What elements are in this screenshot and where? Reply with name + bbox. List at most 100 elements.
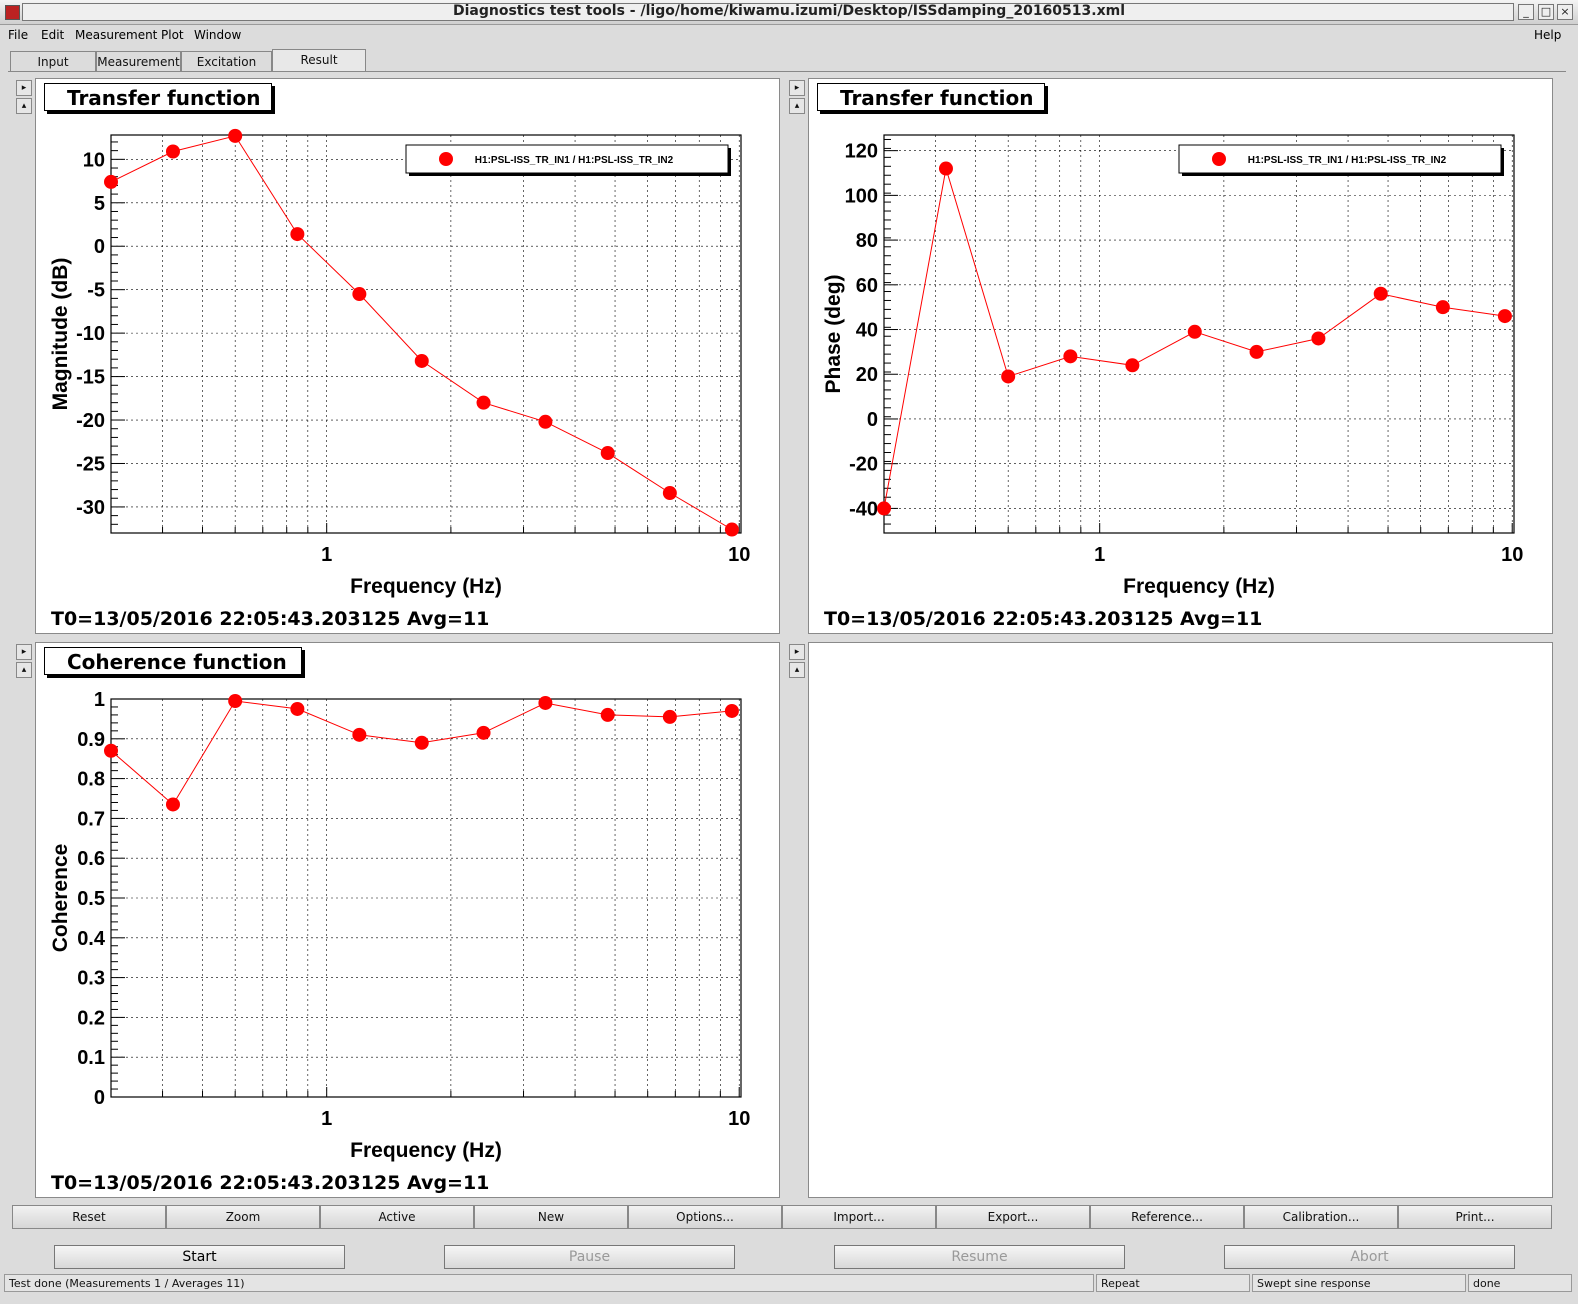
print-button[interactable]: Print...	[1398, 1205, 1552, 1229]
menu-file[interactable]: File	[8, 28, 29, 42]
data-point	[228, 693, 243, 708]
panel-1-up-icon[interactable]: ▴	[16, 98, 32, 114]
y-tick-label: 0	[94, 1087, 105, 1109]
tab-measurement[interactable]: Measurement	[96, 51, 181, 72]
calibration-button[interactable]: Calibration...	[1244, 1205, 1398, 1229]
app-icon[interactable]	[5, 5, 20, 20]
data-point	[877, 501, 891, 516]
panel-3-up-icon[interactable]: ▴	[16, 662, 32, 678]
data-point	[1497, 309, 1512, 324]
menu-measurement[interactable]: Measurement	[75, 28, 158, 42]
pause-button[interactable]: Pause	[444, 1245, 735, 1269]
y-tick-label: 5	[94, 193, 105, 215]
y-tick-label: 0.8	[77, 769, 105, 791]
options-button[interactable]: Options...	[628, 1205, 782, 1229]
legend-label: H1:PSL-ISS_TR_IN1 / H1:PSL-ISS_TR_IN2	[475, 155, 674, 166]
zoom-button[interactable]: Zoom	[166, 1205, 320, 1229]
data-point	[352, 727, 367, 742]
panel-2-up-icon[interactable]: ▴	[789, 98, 805, 114]
y-tick-label: -20	[76, 410, 105, 432]
abort-button[interactable]: Abort	[1224, 1245, 1515, 1269]
status-mode: Repeat	[1096, 1274, 1250, 1292]
magnitude-chart[interactable]: 10 5 0 -5 -10 -15 -20 -25 -30 1 10 Frequency (Hz) Ma…	[36, 79, 779, 633]
plot-panel-coherence[interactable]: Coherence function 1 0.9 0.8 0.7 0.6 0.5 0.4 0.…	[35, 642, 780, 1198]
data-point	[1125, 358, 1140, 373]
timestamp-info: T0=13/05/2016 22:05:43.203125 Avg=11	[51, 1172, 490, 1194]
reset-button[interactable]: Reset	[12, 1205, 166, 1229]
data-point	[414, 353, 429, 368]
panel-3-next-icon[interactable]: ▸	[16, 644, 32, 660]
x-axis-label: Frequency (Hz)	[350, 1139, 502, 1162]
data-point	[290, 701, 305, 716]
legend-marker	[439, 152, 453, 166]
data-point	[352, 287, 367, 302]
plot-frame	[110, 134, 742, 534]
menu-help[interactable]: Help	[1534, 28, 1562, 42]
data-point	[662, 709, 677, 724]
import-button[interactable]: Import...	[782, 1205, 936, 1229]
panel-4-up-icon[interactable]: ▴	[789, 662, 805, 678]
y-tick-label: -15	[76, 367, 105, 389]
plot-panel-magnitude[interactable]: Transfer function 10 5 0 -5 -10 -15 -20 -25 -30 1…	[35, 78, 780, 634]
panel-4-next-icon[interactable]: ▸	[789, 644, 805, 660]
data-point	[600, 446, 615, 461]
y-axis-label: Magnitude (dB)	[49, 258, 72, 411]
data-point	[228, 128, 243, 143]
title-frame	[22, 3, 1514, 21]
y-tick-label: 40	[856, 320, 878, 342]
panel-title: Transfer function	[817, 83, 1045, 111]
y-tick-label: 0.5	[77, 888, 105, 910]
y-axis-label: Phase (deg)	[822, 274, 845, 393]
plot-panel-empty[interactable]	[808, 642, 1553, 1198]
menu-window[interactable]: Window	[194, 28, 242, 42]
maximize-icon[interactable]: □	[1538, 4, 1554, 20]
status-message: Test done (Measurements 1 / Averages 11)	[4, 1274, 1094, 1292]
panel-1-next-icon[interactable]: ▸	[16, 80, 32, 96]
start-button[interactable]: Start	[54, 1245, 345, 1269]
y-tick-label: 1	[94, 689, 105, 711]
minimize-icon[interactable]: _	[1518, 4, 1534, 20]
panel-2-next-icon[interactable]: ▸	[789, 80, 805, 96]
tab-result[interactable]: Result	[272, 49, 366, 72]
data-point	[290, 227, 305, 242]
resume-button[interactable]: Resume	[834, 1245, 1125, 1269]
window-title: Diagnostics test tools - /ligo/home/kiwa…	[452, 3, 1125, 19]
y-tick-label: 0.3	[77, 968, 105, 990]
y-tick-label: 0.7	[77, 808, 105, 830]
export-button[interactable]: Export...	[936, 1205, 1090, 1229]
status-type: Swept sine response	[1252, 1274, 1466, 1292]
reference-button[interactable]: Reference...	[1090, 1205, 1244, 1229]
x-tick-label: 1	[321, 1108, 332, 1130]
data-point	[724, 522, 739, 537]
panel-title: Coherence function	[44, 647, 302, 675]
panel-title: Transfer function	[44, 83, 272, 111]
y-tick-label: 0.1	[77, 1047, 105, 1069]
tab-input[interactable]: Input	[10, 51, 96, 72]
tab-excitation[interactable]: Excitation	[181, 51, 272, 72]
data-point	[476, 395, 491, 410]
y-tick-label: -30	[76, 497, 105, 519]
close-icon[interactable]: ×	[1557, 4, 1573, 20]
y-axis-label: Coherence	[49, 844, 72, 953]
y-tick-label: 0.2	[77, 1007, 105, 1029]
plot-panel-phase[interactable]: Transfer function 120 100 80 60 40 20 0 -20 -40 1…	[808, 78, 1553, 634]
y-tick-label: 0.9	[77, 729, 105, 751]
timestamp-info: T0=13/05/2016 22:05:43.203125 Avg=11	[824, 608, 1263, 630]
active-button[interactable]: Active	[320, 1205, 474, 1229]
data-point	[1187, 324, 1202, 339]
phase-chart[interactable]: 120 100 80 60 40 20 0 -20 -40 1 10 Frequency (Hz) Ph…	[809, 79, 1552, 633]
coherence-chart[interactable]: 1 0.9 0.8 0.7 0.6 0.5 0.4 0.3 0.2 0.1 0 1 10 Frequenc…	[36, 643, 779, 1197]
menu-plot[interactable]: Plot	[161, 28, 184, 42]
data-point	[538, 414, 553, 429]
y-tick-label: -20	[849, 454, 878, 476]
new-button[interactable]: New	[474, 1205, 628, 1229]
y-tick-label: 10	[83, 149, 105, 171]
data-point	[1063, 349, 1078, 364]
x-tick-label: 10	[1501, 544, 1523, 566]
menu-edit[interactable]: Edit	[41, 28, 65, 42]
data-point	[600, 707, 615, 722]
tab-divider	[8, 71, 1566, 72]
y-tick-label: 60	[856, 275, 878, 297]
y-tick-label: 0.6	[77, 848, 105, 870]
y-tick-label: -25	[76, 453, 105, 475]
